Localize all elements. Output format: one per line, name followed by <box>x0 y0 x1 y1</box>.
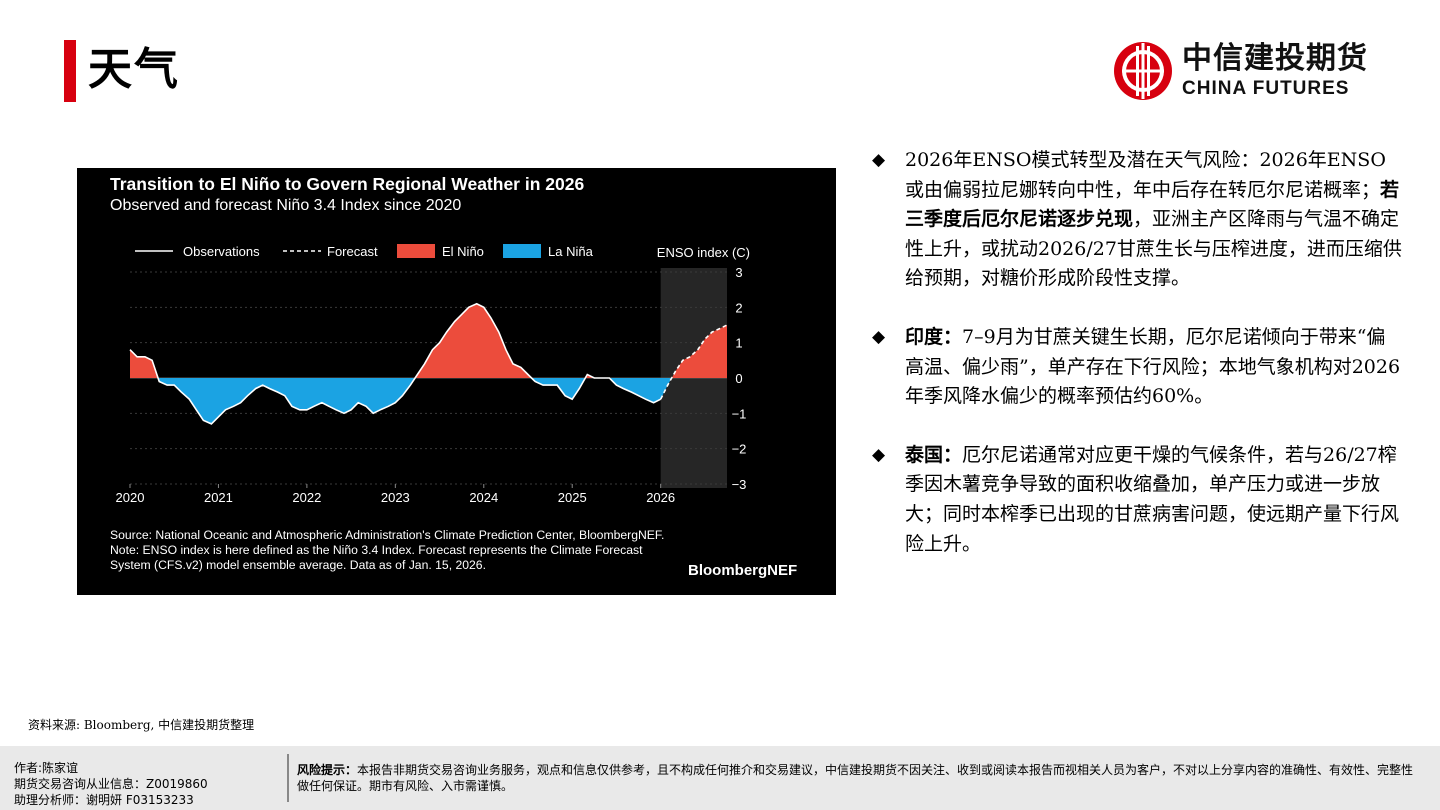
x-tick-label: 2023 <box>381 490 410 505</box>
footer-author: 作者:陈家谊 <box>14 761 79 775</box>
chart-title: Transition to El Niño to Govern Regional… <box>110 174 585 194</box>
footer-assistant: 助理分析师：谢明妍 F03153233 <box>14 793 194 807</box>
bullet-enso-bold: 若三季度后厄尔尼诺逐步兑现 <box>905 178 1400 231</box>
y-tick-label: 0 <box>735 371 742 386</box>
legend-observations-label: Observations <box>183 244 260 259</box>
bullet-enso-text-2: ，亚洲主产区降雨与气温不确定性上升，或扰动2026/27甘蔗生长与压榨进度，进而… <box>905 208 1402 290</box>
legend-la-nina-swatch <box>503 244 541 258</box>
bullet-enso-head: 2026年ENSO模式转型及潜在天气风险： <box>905 149 1260 171</box>
bullet-thailand: ◆ 泰国：厄尔尼诺通常对应更干燥的气候条件，若与26/27榨季因木薯竞争导致的面… <box>872 441 1402 559</box>
footer-license: 期货交易咨询从业信息：Z0019860 <box>14 777 208 791</box>
logo-chinese-name: 中信建投期货 <box>1182 41 1368 76</box>
data-source-note: 资料来源: Bloomberg, 中信建投期货整理 <box>28 718 255 732</box>
company-logo: 中信建投期货 CHINA FUTURES <box>1112 40 1382 104</box>
footer-risk-warning: 风险提示：本报告非期货交易咨询业务服务，观点和信息仅供参考，且不构成任何推介和交… <box>297 762 1417 794</box>
y-tick-label: 2 <box>735 300 742 315</box>
series-observations <box>129 302 662 425</box>
title-accent-bar <box>64 40 76 102</box>
logo-emblem-icon <box>1114 42 1172 100</box>
legend-el-nino-label: El Niño <box>442 244 484 259</box>
logo-english-name: CHINA FUTURES <box>1182 78 1350 99</box>
diamond-bullet-icon: ◆ <box>872 444 886 465</box>
commentary: ◆ 2026年ENSO模式转型及潜在天气风险：2026年ENSO或由偏弱拉尼娜转… <box>872 146 1402 588</box>
footer-divider <box>287 754 289 802</box>
footer-risk-text: 本报告非期货交易咨询业务服务，观点和信息仅供参考，且不构成任何推介和交易建议，中… <box>297 763 1414 793</box>
bullet-india-head: 印度： <box>905 325 963 348</box>
chart-source: Source: National Oceanic and Atmospheric… <box>110 528 665 542</box>
x-tick-label: 2026 <box>646 490 675 505</box>
bullet-india: ◆ 印度：7–9月为甘蔗关键生长期，厄尔尼诺倾向于带来“偏高温、偏少雨”，单产存… <box>872 323 1402 412</box>
footer-author-info: 作者:陈家谊 期货交易咨询从业信息：Z0019860 助理分析师：谢明妍 F03… <box>14 760 208 808</box>
y-tick-label: −1 <box>732 406 747 421</box>
x-tick-label: 2022 <box>292 490 321 505</box>
y-tick-label: −2 <box>732 442 747 457</box>
chart-source-note: Source: National Oceanic and Atmospheric… <box>110 528 670 573</box>
y-axis-label: ENSO index (C) <box>657 245 750 260</box>
bullet-thailand-text: 厄尔尼诺通常对应更干燥的气候条件，若与26/27榨季因木薯竞争导致的面积收缩叠加… <box>905 443 1400 555</box>
x-tick-label: 2021 <box>204 490 233 505</box>
enso-chart: 3 2 1 0 −1 −2 −3 2020 2021 2022 2023 2024 2025 2026 EN… <box>77 168 836 595</box>
page-title: 天气 <box>88 44 180 95</box>
enso-chart-canvas: 3 2 1 0 −1 −2 −3 2020 2021 2022 2023 2024 2025 2026 EN… <box>116 244 750 505</box>
legend-el-nino-swatch <box>397 244 435 258</box>
bullet-enso: ◆ 2026年ENSO模式转型及潜在天气风险：2026年ENSO或由偏弱拉尼娜转… <box>872 146 1402 294</box>
y-tick-label: 3 <box>735 265 742 280</box>
y-tick-label: 1 <box>735 336 742 351</box>
x-tick-label: 2024 <box>469 490 498 505</box>
diamond-bullet-icon: ◆ <box>872 326 886 347</box>
footer: 作者:陈家谊 期货交易咨询从业信息：Z0019860 助理分析师：谢明妍 F03… <box>0 746 1440 810</box>
bullet-india-text: 7–9月为甘蔗关键生长期，厄尔尼诺倾向于带来“偏高温、偏少雨”，单产存在下行风险… <box>905 325 1401 408</box>
diamond-bullet-icon: ◆ <box>872 150 886 170</box>
chart-subtitle: Observed and forecast Niño 3.4 Index sin… <box>110 197 462 214</box>
el-nino-area <box>130 303 727 378</box>
legend-forecast-label: Forecast <box>327 244 378 259</box>
series-forecast <box>659 324 728 400</box>
la-nina-area <box>130 378 727 424</box>
y-tick-label: −3 <box>732 477 747 492</box>
x-tick-label: 2025 <box>558 490 587 505</box>
x-tick-label: 2020 <box>116 490 145 505</box>
chart-brand: BloombergNEF <box>688 562 798 579</box>
chart-note: Note: ENSO index is here defined as the … <box>110 543 643 572</box>
bullet-thailand-head: 泰国： <box>905 443 963 466</box>
bullet-enso-text: 2026年ENSO或由偏弱拉尼娜转向中性，年中后存在转厄尔尼诺概率； <box>905 149 1386 201</box>
legend-la-nina-label: La Niña <box>548 244 594 259</box>
footer-risk-label: 风险提示： <box>297 763 358 777</box>
